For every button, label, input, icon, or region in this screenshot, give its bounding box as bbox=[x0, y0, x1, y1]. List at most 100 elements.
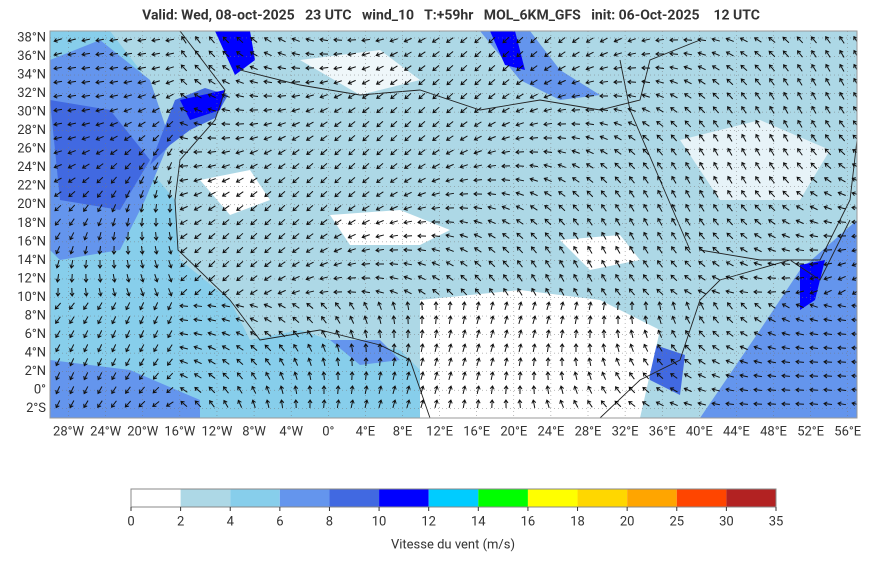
wind-arrow bbox=[362, 134, 370, 142]
wind-arrow bbox=[755, 91, 761, 100]
wind-arrow bbox=[740, 316, 748, 323]
wind-arrow bbox=[125, 372, 131, 381]
wind-arrow bbox=[125, 273, 131, 283]
wind-arrow bbox=[333, 51, 343, 57]
wind-arrow bbox=[837, 219, 847, 225]
wind-arrow bbox=[153, 358, 159, 367]
wind-arrow bbox=[741, 105, 747, 114]
wind-arrow bbox=[529, 177, 538, 182]
wind-arrow bbox=[125, 344, 131, 353]
wind-arrow bbox=[488, 260, 496, 268]
wind-arrow bbox=[208, 219, 216, 225]
wind-arrow bbox=[123, 108, 132, 113]
wind-arrow bbox=[179, 177, 189, 183]
wind-arrow bbox=[208, 36, 215, 44]
wind-arrow bbox=[459, 261, 468, 267]
wind-arrow bbox=[193, 205, 202, 211]
wind-arrow bbox=[361, 247, 371, 253]
wind-arrow bbox=[334, 176, 342, 184]
wind-arrow bbox=[249, 136, 258, 141]
wind-arrow bbox=[825, 63, 831, 72]
wind-arrow bbox=[265, 358, 271, 366]
wind-arrow bbox=[739, 387, 749, 393]
wind-arrow bbox=[851, 219, 857, 225]
wind-arrow bbox=[140, 288, 145, 297]
wind-arrow bbox=[95, 79, 105, 85]
wind-arrow bbox=[810, 36, 817, 44]
wind-arrow bbox=[782, 50, 790, 58]
wind-arrow bbox=[222, 260, 230, 268]
wind-arrow bbox=[543, 94, 552, 99]
wind-arrow bbox=[643, 343, 649, 352]
wind-arrow bbox=[628, 148, 636, 156]
wind-arrow bbox=[361, 234, 370, 239]
wind-arrow bbox=[263, 149, 272, 155]
wind-arrow bbox=[473, 135, 482, 141]
wind-arrow bbox=[111, 358, 117, 367]
wind-arrow bbox=[333, 65, 343, 71]
wind-arrow bbox=[263, 107, 273, 113]
wind-arrow bbox=[249, 93, 259, 99]
wind-arrow bbox=[305, 107, 314, 113]
wind-arrow bbox=[179, 345, 188, 351]
wind-arrow bbox=[83, 245, 89, 255]
wind-arrow bbox=[767, 303, 776, 309]
wind-arrow bbox=[823, 233, 833, 239]
wind-arrow bbox=[587, 217, 593, 226]
wind-arrow bbox=[713, 189, 719, 198]
wind-arrow bbox=[179, 359, 188, 364]
wind-arrow bbox=[809, 401, 819, 407]
wind-arrow bbox=[809, 247, 819, 253]
wind-arrow bbox=[769, 105, 775, 114]
wind-arrow bbox=[601, 315, 607, 325]
wind-arrow bbox=[417, 192, 426, 197]
wind-arrow bbox=[796, 190, 804, 197]
wind-arrow bbox=[837, 331, 847, 337]
wind-arrow bbox=[55, 246, 61, 255]
wind-arrow bbox=[179, 317, 189, 323]
wind-arrow bbox=[335, 315, 341, 324]
wind-arrow bbox=[125, 302, 131, 311]
wind-arrow bbox=[208, 372, 216, 379]
wind-arrow bbox=[153, 217, 159, 227]
wind-arrow bbox=[361, 261, 371, 267]
wind-arrow bbox=[767, 289, 777, 295]
wind-arrow bbox=[851, 247, 857, 253]
wind-arrow bbox=[543, 177, 552, 183]
wind-arrow bbox=[334, 121, 342, 127]
wind-arrow bbox=[795, 247, 805, 253]
wind-arrow bbox=[97, 232, 103, 241]
wind-arrow bbox=[531, 343, 537, 353]
wind-arrow bbox=[53, 79, 63, 85]
lon-tick-label: 8°W bbox=[242, 424, 266, 439]
wind-arrow bbox=[699, 189, 705, 198]
wind-arrow bbox=[139, 330, 145, 339]
wind-arrow bbox=[711, 401, 721, 407]
wind-arrow bbox=[753, 345, 762, 350]
wind-arrow bbox=[446, 78, 454, 86]
wind-arrow bbox=[712, 218, 719, 226]
wind-arrow bbox=[376, 177, 384, 183]
wind-arrow bbox=[669, 93, 678, 99]
wind-arrow bbox=[406, 385, 411, 394]
wind-arrow bbox=[179, 303, 189, 309]
wind-arrow bbox=[53, 65, 63, 71]
wind-arrow bbox=[420, 399, 425, 408]
wind-arrow bbox=[641, 107, 650, 113]
wind-arrow bbox=[837, 317, 847, 323]
wind-arrow bbox=[277, 149, 286, 155]
wind-arrow bbox=[432, 288, 440, 295]
wind-arrow bbox=[277, 135, 286, 141]
wind-arrow bbox=[307, 385, 313, 395]
wind-arrow bbox=[448, 385, 453, 394]
lat-tick-label: 0° bbox=[34, 383, 46, 398]
wind-arrow bbox=[655, 37, 665, 43]
wind-arrow bbox=[222, 386, 229, 394]
wind-arrow bbox=[167, 231, 173, 241]
wind-arrow bbox=[755, 175, 761, 184]
wind-arrow bbox=[767, 401, 777, 407]
wind-arrow bbox=[277, 289, 286, 295]
wind-arrow bbox=[403, 275, 412, 280]
lon-tick-label: 44°E bbox=[723, 424, 750, 439]
wind-arrow bbox=[489, 301, 495, 311]
